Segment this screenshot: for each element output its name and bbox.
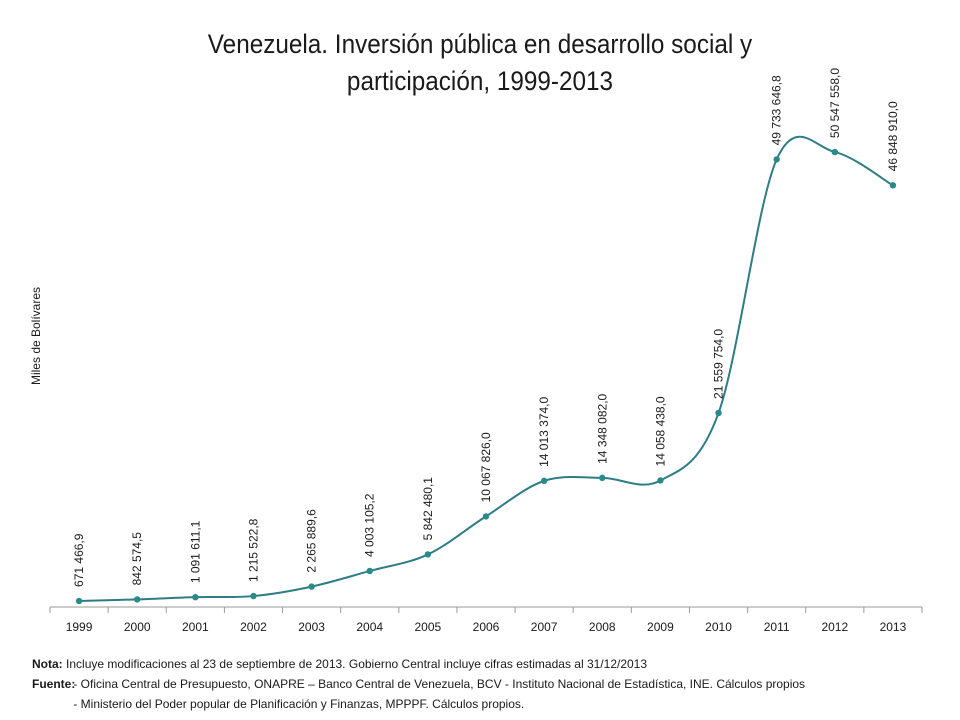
x-tick-label: 2001: [182, 620, 209, 634]
data-label: 14 013 374,0: [537, 396, 551, 466]
data-label: 49 733 646,8: [770, 75, 784, 145]
nota-row: Nota: Incluye modificaciones al 23 de se…: [32, 654, 932, 674]
data-point: [424, 551, 432, 558]
data-label: 671 466,9: [72, 533, 86, 587]
data-point: [366, 567, 373, 575]
series-line: [79, 135, 894, 602]
nota-text: Incluye modificaciones al 23 de septiemb…: [66, 657, 648, 671]
x-tick-label: 2004: [356, 620, 383, 634]
x-tick-label: 2013: [880, 620, 907, 634]
data-point: [773, 156, 780, 163]
axis-layer: 1999 2000 2001 2002 2003 2004 2005 2006 2007 2008…: [49, 606, 923, 634]
x-tick-label: 2011: [764, 620, 790, 634]
footnotes: Nota: Incluye modificaciones al 23 de se…: [32, 654, 932, 714]
data-label: 14 348 082,0: [595, 393, 609, 463]
data-point: [308, 583, 315, 590]
fuente-key: Fuente:: [32, 677, 76, 691]
data-label: 21 559 754,0: [712, 329, 726, 399]
data-label: 1 215 522,8: [246, 518, 260, 582]
data-point: [250, 592, 257, 600]
x-tick-label: 2007: [531, 620, 558, 634]
y-axis-label: Miles de Bolívares: [29, 287, 43, 385]
data-label: 10 067 826,0: [479, 432, 493, 502]
x-tick-label: 2002: [240, 620, 267, 634]
data-label: 5 842 480,1: [421, 477, 435, 541]
fuente-row-2: - Ministerio del Poder popular de Planif…: [32, 694, 932, 714]
data-point: [192, 593, 199, 601]
data-point: [715, 409, 722, 417]
x-tick-label: 2003: [298, 620, 325, 634]
data-label: 842 574,5: [130, 532, 144, 586]
nota-key: Nota:: [32, 657, 63, 671]
data-label: 46 848 910,0: [886, 101, 900, 171]
data-label: 1 091 611,1: [188, 520, 202, 583]
data-point: [134, 596, 141, 603]
fuente-line-2: - Ministerio del Poder popular de Planif…: [73, 697, 525, 711]
x-tick-label: 2009: [647, 620, 674, 634]
x-tick-label: 1999: [66, 620, 93, 634]
x-tick-label: 2000: [124, 620, 151, 634]
data-point: [889, 182, 897, 189]
x-tick-label: 2008: [589, 620, 616, 634]
data-point: [540, 477, 548, 485]
x-tick-label: 2010: [705, 620, 732, 634]
fuente-row: Fuente: - Oficina Central de Presupuesto…: [32, 674, 932, 694]
data-point: [831, 148, 838, 156]
data-label: 4 003 105,2: [363, 493, 377, 557]
x-tick-label: 2012: [821, 620, 848, 634]
x-tick-label: 2005: [415, 620, 442, 634]
data-label: 50 547 558,0: [828, 68, 842, 138]
chart-title: Venezuela. Inversión pública en desarrol…: [207, 29, 753, 96]
line-layer: [75, 135, 897, 605]
data-point: [75, 597, 83, 605]
data-point: [599, 474, 606, 482]
x-tick-label: 2006: [473, 620, 500, 634]
label-layer: 671 466,9 842 574,5 1 091 611,1 1 215 522,8…: [72, 68, 900, 587]
data-point: [657, 477, 664, 484]
data-label: 14 058 438,0: [653, 396, 667, 466]
data-label: 2 265 889,6: [305, 509, 319, 573]
data-point: [482, 513, 490, 520]
line-chart: 1999 2000 2001 2002 2003 2004 2005 2006 2007 2008…: [29, 68, 923, 634]
fuente-line-1: - Oficina Central de Presupuesto, ONAPRE…: [73, 677, 806, 691]
